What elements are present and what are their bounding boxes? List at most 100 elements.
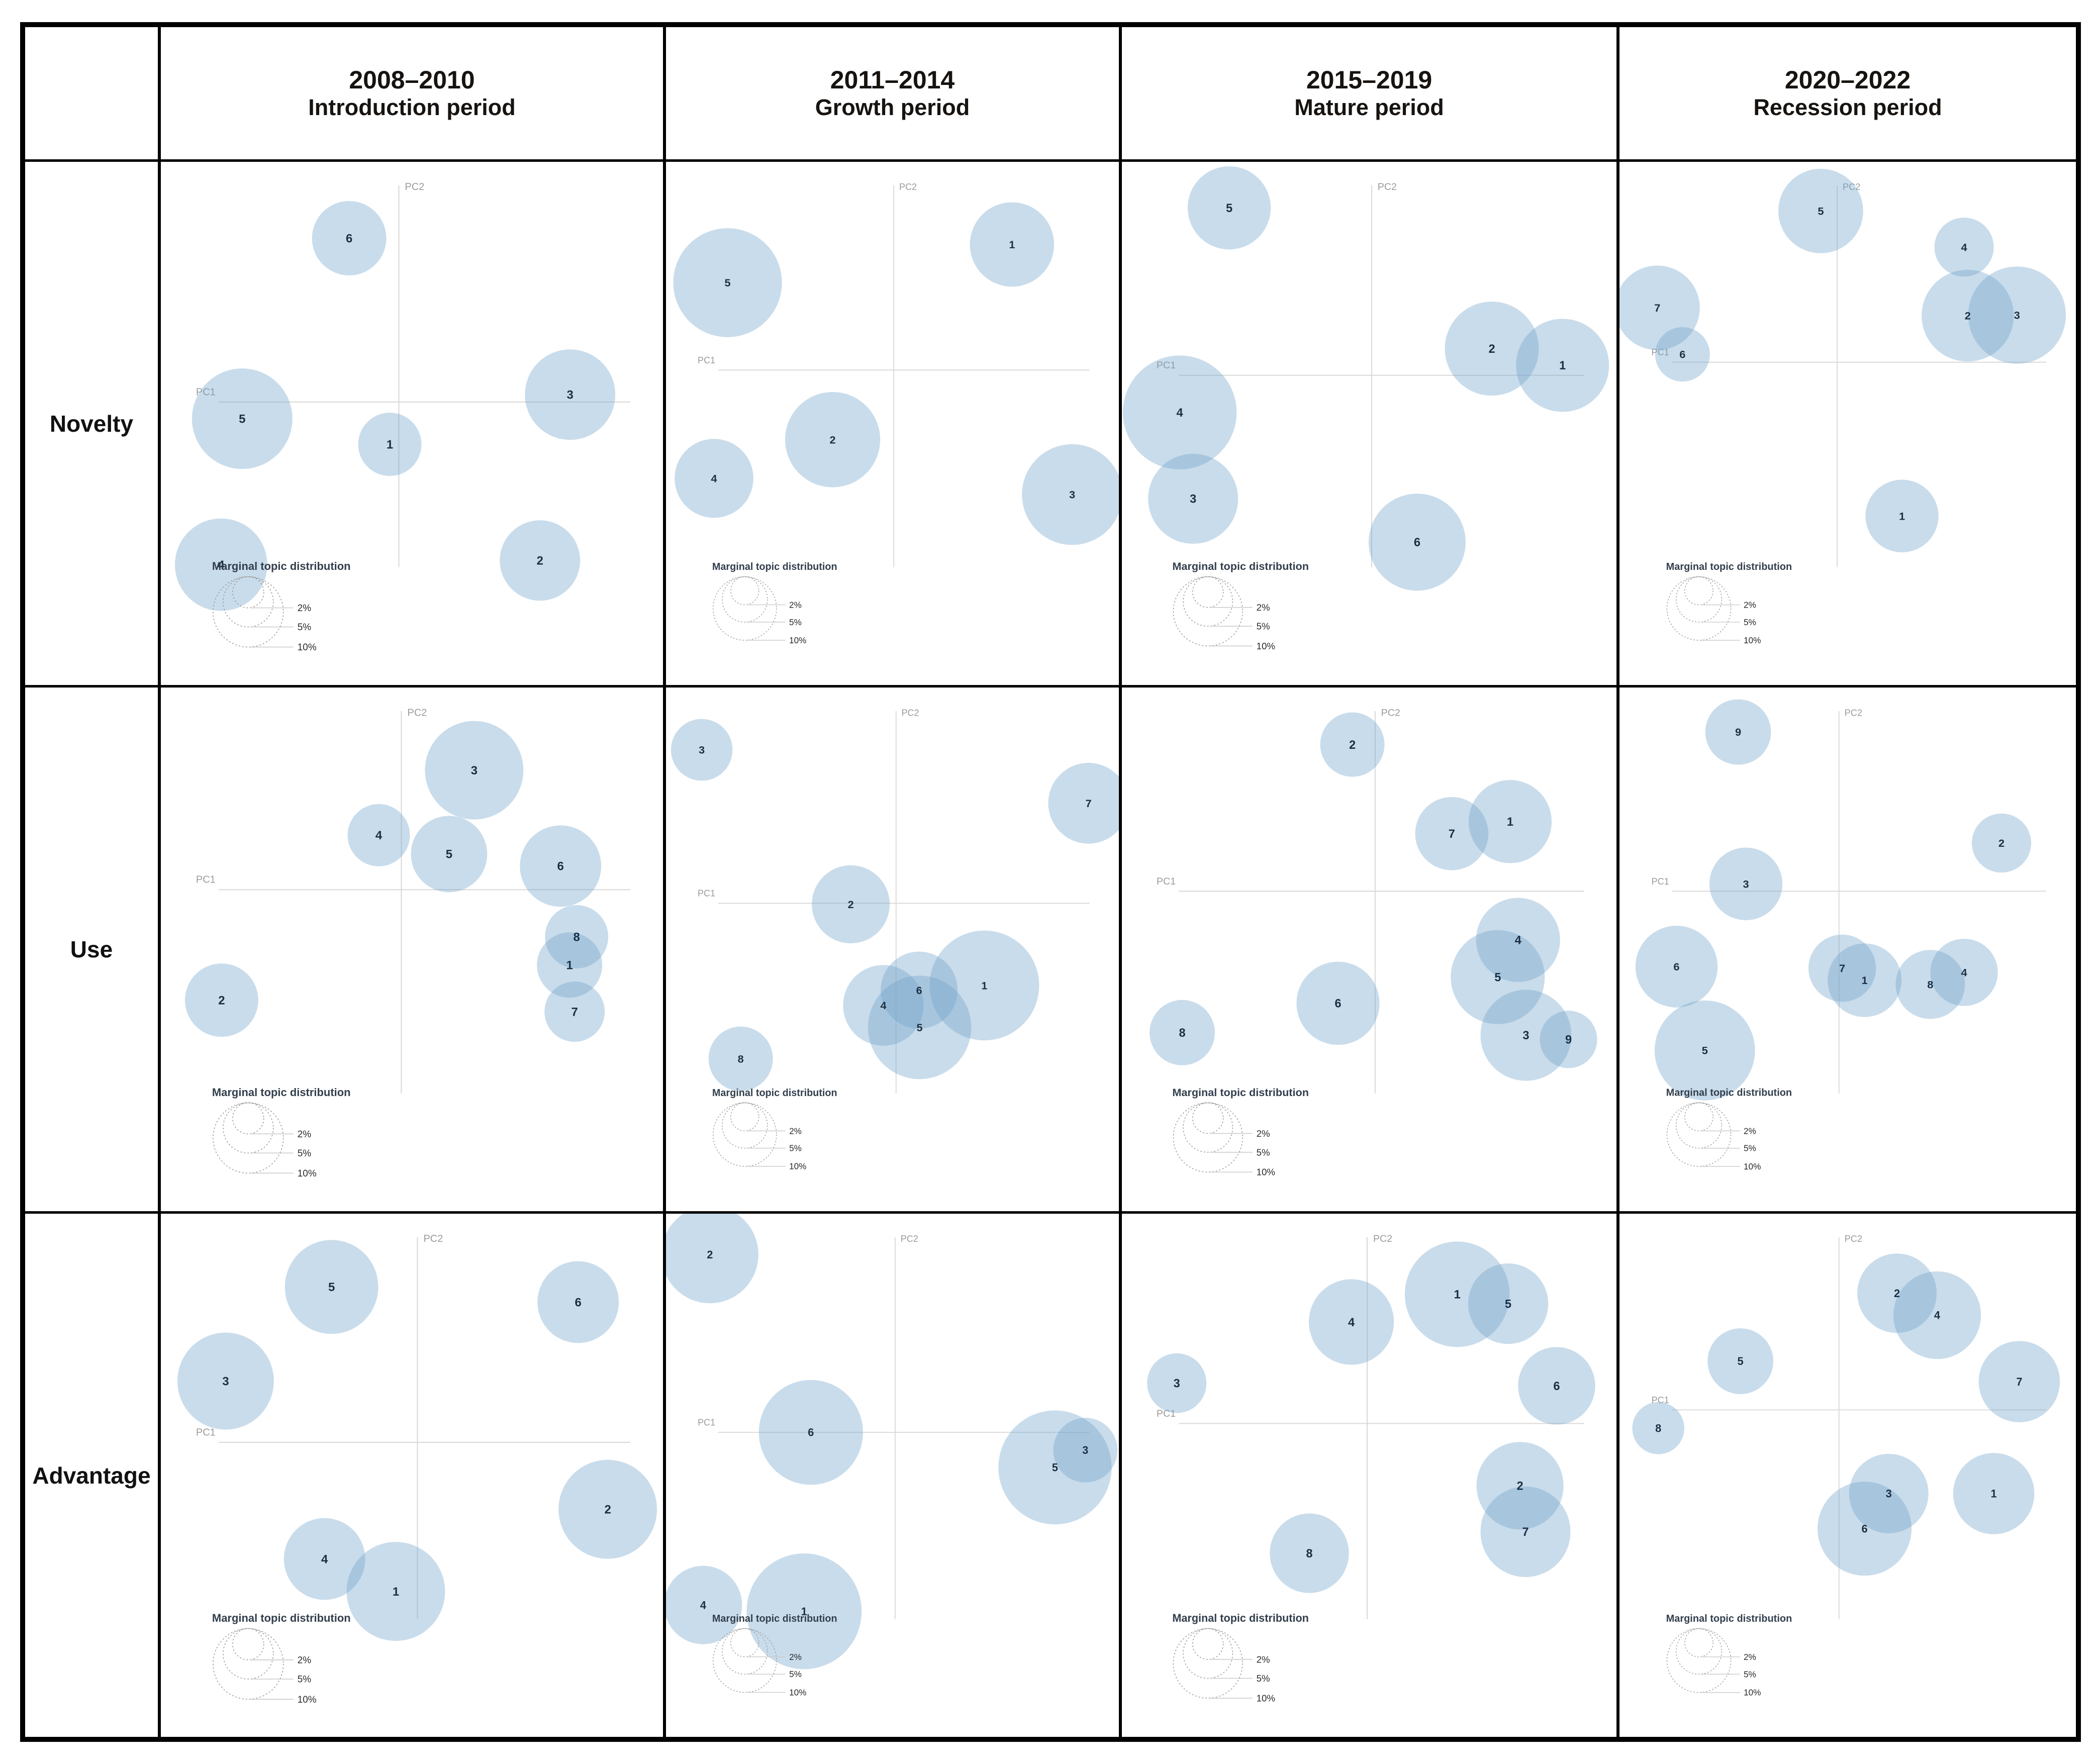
topic-bubble [666,1214,758,1304]
bubble-chart-svg: PC1 PC2 1 2 3 4 5 6 Marginal topic distribution 2… [1122,166,1609,651]
topic-bubble-label: 2 [1894,1287,1900,1300]
topic-bubble [347,804,410,866]
topic-bubble [1540,1011,1597,1068]
topic-bubble [284,1240,378,1334]
legend-circle [213,1102,284,1174]
topic-bubble-label: 5 [239,413,245,426]
axis-label-pc2: PC2 [1381,707,1400,718]
axis-label-pc2: PC2 [1843,182,1860,192]
axis-label-pc2: PC2 [899,182,917,192]
topic-bubble-label: 7 [571,1005,578,1019]
header-cell-recession-period: 2020–2022 Recession period [1619,27,2076,162]
topic-bubble-label: 3 [2014,309,2020,322]
topic-bubble-label: 1 [1454,1289,1461,1302]
legend-label: 5% [298,622,312,633]
topic-bubble-label: 8 [1655,1422,1661,1434]
axis-label-pc2: PC2 [423,1233,443,1244]
topic-bubble [312,201,387,275]
legend-label: 10% [1257,1693,1275,1704]
topic-bubble [881,951,958,1029]
topic-bubble [525,349,616,440]
topic-bubble-label: 2 [1488,343,1495,356]
bubble-chart-svg: PC1 PC2 1 2 3 4 5 6 7 8 Marginal topic distributio… [184,707,631,1179]
topic-bubble-label: 8 [1306,1547,1312,1560]
topic-bubble-label: 4 [218,558,225,572]
topic-bubble-label: 8 [574,930,580,944]
topic-bubble [929,930,1039,1041]
topic-bubble-label: 3 [471,764,478,777]
topic-bubble [1857,1253,1937,1333]
legend-circle [1192,1102,1224,1134]
topic-bubble [1480,1486,1571,1577]
topic-bubble [746,1553,862,1670]
topic-bubble-label: 1 [801,1605,807,1618]
bubble-chart-svg: PC1 PC2 1 2 3 4 5 6 7 8 Marginal topic distributio… [1147,1233,1595,1704]
topic-bubble-label: 6 [808,1426,814,1439]
topic-bubble-label: 7 [2016,1376,2022,1388]
topic-bubble [1893,1271,1981,1359]
topic-bubble [1451,930,1545,1024]
topic-bubble-label: 2 [218,994,225,1007]
legend-circle [1183,1628,1233,1679]
topic-bubble-label: 5 [1226,202,1232,215]
topic-bubble-label: 2 [830,433,836,446]
header-cell-mature-period: 2015–2019 Mature period [1122,27,1619,162]
topic-bubble [1122,355,1237,469]
topic-bubble-label: 6 [346,232,352,245]
topic-bubble-label: 2 [1349,739,1356,752]
topic-bubble-label: 6 [1414,536,1420,549]
topic-bubble [1048,762,1119,844]
row-label-use: Use [25,688,161,1214]
legend-title: Marginal topic distribution [1666,1613,1792,1624]
legend-circle [1173,576,1243,647]
topic-bubble [868,975,972,1080]
legend-label: 5% [298,1675,311,1685]
row-label-text: Novelty [49,410,134,437]
topic-bubble [1635,926,1718,1008]
legend-circle [1666,576,1732,641]
topic-bubble [758,1380,863,1485]
topic-bubble [174,518,267,611]
legend-title: Marginal topic distribution [1172,560,1309,572]
topic-bubble-label: 5 [1738,1355,1744,1367]
legend-label: 5% [789,1143,802,1153]
chart-cell-use-growth: PC1 PC2 1 2 3 4 5 6 7 8 Marginal topic distributio… [666,688,1122,1214]
topic-bubble-label: 9 [1565,1033,1572,1046]
topic-bubble-label: 1 [1507,816,1513,829]
legend-label: 10% [789,635,806,645]
topic-bubble [1828,943,1902,1017]
topic-bubble [1187,166,1271,250]
topic-bubble-label: 4 [1961,241,1967,253]
chart-cell-novelty-introduction: PC1 PC2 1 2 3 4 5 6 Marginal topic distribution 2… [161,162,666,688]
topic-bubble [1476,1442,1564,1530]
topic-bubble [1971,813,2032,873]
legend-label: 5% [1257,1673,1270,1684]
topic-bubble-label: 3 [1174,1378,1180,1391]
legend-label: 10% [1744,1161,1761,1171]
column-phase: Growth period [815,94,970,121]
axis-label-pc1: PC1 [1652,1395,1669,1405]
topic-bubble [1147,1353,1207,1413]
legend-label: 5% [1744,1143,1756,1153]
topic-bubble [537,1261,619,1343]
topic-bubble-label: 8 [1927,978,1933,991]
legend-label: 10% [1257,1167,1275,1178]
legend-label: 2% [1257,602,1270,613]
column-phase: Introduction period [308,94,516,121]
legend-title: Marginal topic distribution [712,1613,837,1624]
legend-circle [1684,1102,1713,1132]
topic-bubble-label: 2 [1998,837,2005,849]
bubble-chart-svg: PC1 PC2 1 2 3 4 5 6 Marginal topic distribution 2… [666,1214,1118,1698]
chart-cell-advantage-growth: PC1 PC2 1 2 3 4 5 6 Marginal topic distribution 2… [666,1214,1122,1737]
topic-bubble-label: 3 [1082,1444,1088,1456]
legend-label: 10% [1257,641,1275,651]
topic-bubble-label: 6 [1334,998,1341,1011]
legend-circle [1675,1102,1723,1149]
legend-circle [232,1628,264,1660]
topic-bubble [500,520,581,601]
legend-label: 2% [298,1129,312,1140]
bubble-chart-svg: PC1 PC2 1 2 3 4 5 6 7 8 Marginal topic distributio… [671,708,1119,1171]
legend-label: 2% [1744,1652,1756,1662]
topic-bubble-label: 1 [1559,359,1566,372]
axis-label-pc2: PC2 [1373,1233,1392,1244]
